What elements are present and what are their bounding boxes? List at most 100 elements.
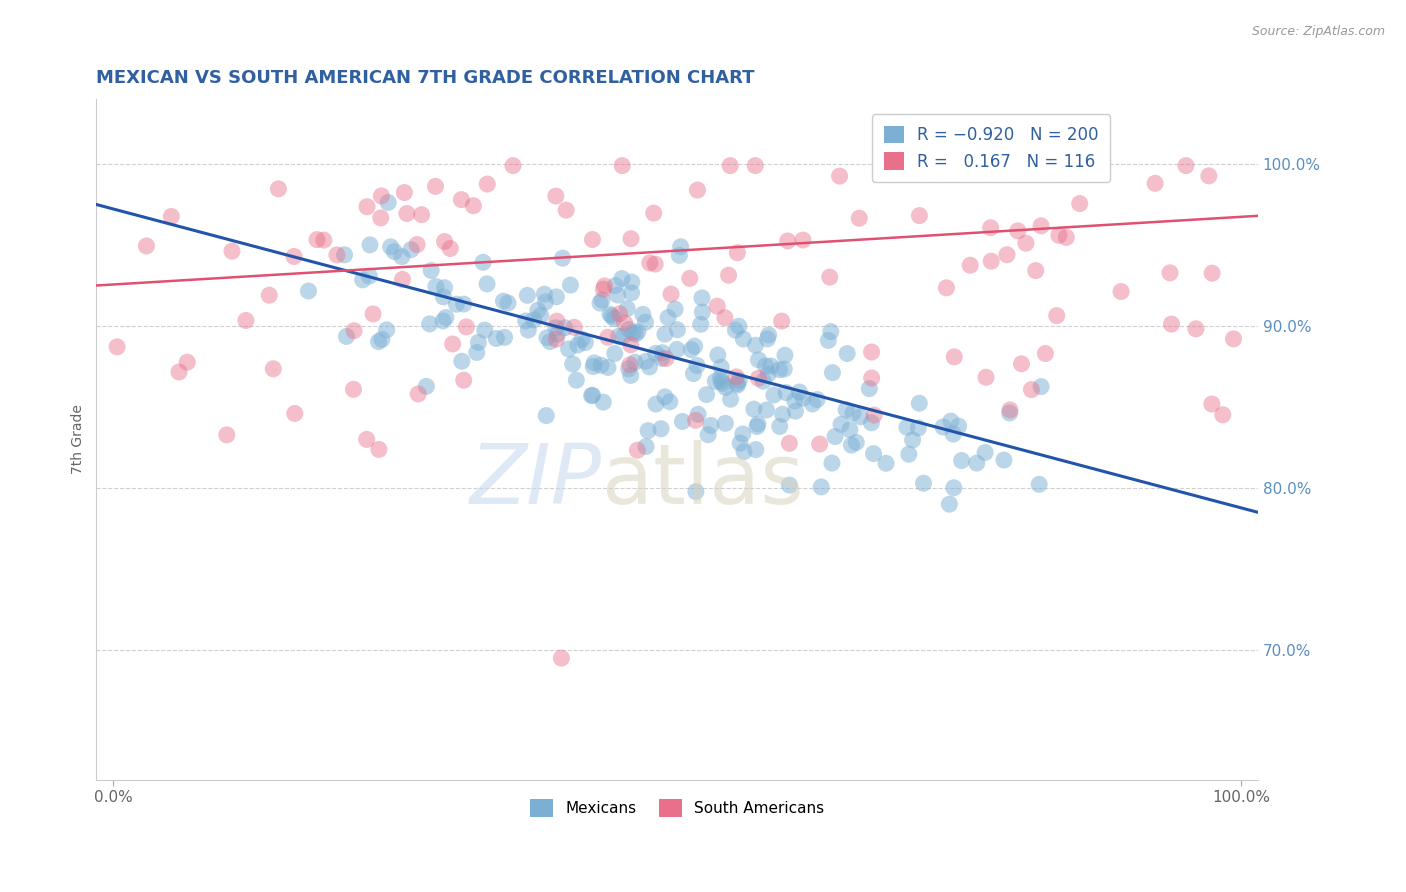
Point: [745, 442, 768, 457]
Point: [562, 320, 585, 334]
Point: [356, 200, 378, 214]
Point: [453, 297, 475, 311]
Point: [644, 257, 666, 271]
Point: [943, 350, 966, 364]
Point: [284, 407, 307, 421]
Point: [619, 358, 641, 372]
Point: [391, 272, 413, 286]
Point: [477, 177, 499, 191]
Point: [938, 497, 960, 511]
Point: [860, 371, 883, 385]
Point: [744, 338, 766, 352]
Point: [744, 159, 766, 173]
Point: [467, 335, 489, 350]
Point: [808, 437, 831, 451]
Point: [502, 159, 524, 173]
Point: [596, 360, 619, 375]
Point: [637, 424, 659, 438]
Point: [592, 282, 614, 296]
Point: [725, 376, 748, 391]
Point: [775, 385, 797, 400]
Point: [530, 309, 553, 323]
Point: [711, 376, 734, 391]
Point: [561, 357, 583, 371]
Point: [583, 356, 606, 370]
Text: Source: ZipAtlas.com: Source: ZipAtlas.com: [1251, 25, 1385, 38]
Point: [685, 413, 707, 427]
Point: [546, 290, 568, 304]
Point: [849, 409, 872, 424]
Point: [606, 288, 628, 302]
Point: [998, 406, 1021, 420]
Point: [792, 233, 814, 247]
Point: [682, 367, 704, 381]
Point: [770, 314, 793, 328]
Point: [624, 326, 647, 341]
Point: [613, 328, 636, 343]
Point: [669, 240, 692, 254]
Point: [297, 284, 319, 298]
Point: [582, 359, 605, 374]
Point: [644, 346, 666, 360]
Point: [485, 331, 508, 345]
Point: [776, 234, 799, 248]
Point: [492, 294, 515, 309]
Point: [754, 359, 776, 373]
Point: [907, 421, 929, 435]
Point: [371, 332, 394, 346]
Point: [617, 361, 640, 376]
Point: [446, 297, 468, 311]
Point: [842, 406, 865, 420]
Point: [860, 345, 883, 359]
Point: [465, 345, 488, 359]
Point: [897, 447, 920, 461]
Point: [433, 235, 456, 249]
Point: [215, 428, 238, 442]
Point: [419, 317, 441, 331]
Point: [624, 355, 647, 369]
Point: [845, 435, 868, 450]
Point: [603, 311, 626, 326]
Point: [420, 263, 443, 277]
Point: [1029, 219, 1052, 233]
Point: [1222, 332, 1244, 346]
Point: [824, 429, 846, 443]
Point: [980, 220, 1002, 235]
Point: [683, 339, 706, 353]
Point: [333, 248, 356, 262]
Point: [668, 248, 690, 262]
Point: [432, 314, 454, 328]
Point: [567, 338, 589, 352]
Point: [733, 332, 755, 346]
Point: [439, 242, 461, 256]
Point: [950, 453, 973, 467]
Point: [1212, 408, 1234, 422]
Point: [725, 370, 748, 384]
Point: [718, 159, 741, 173]
Point: [463, 199, 485, 213]
Point: [135, 239, 157, 253]
Point: [620, 338, 643, 352]
Point: [1109, 285, 1132, 299]
Point: [704, 375, 727, 389]
Point: [425, 279, 447, 293]
Point: [1047, 228, 1070, 243]
Point: [361, 307, 384, 321]
Point: [645, 397, 668, 411]
Point: [565, 373, 588, 387]
Point: [658, 394, 681, 409]
Point: [596, 330, 619, 344]
Point: [792, 391, 814, 405]
Point: [620, 275, 643, 289]
Point: [686, 359, 709, 373]
Point: [167, 365, 190, 379]
Point: [433, 281, 456, 295]
Point: [1007, 224, 1029, 238]
Point: [901, 433, 924, 447]
Point: [755, 403, 778, 417]
Point: [655, 351, 678, 366]
Point: [1025, 263, 1047, 277]
Point: [616, 301, 638, 316]
Point: [554, 320, 576, 334]
Point: [613, 316, 636, 330]
